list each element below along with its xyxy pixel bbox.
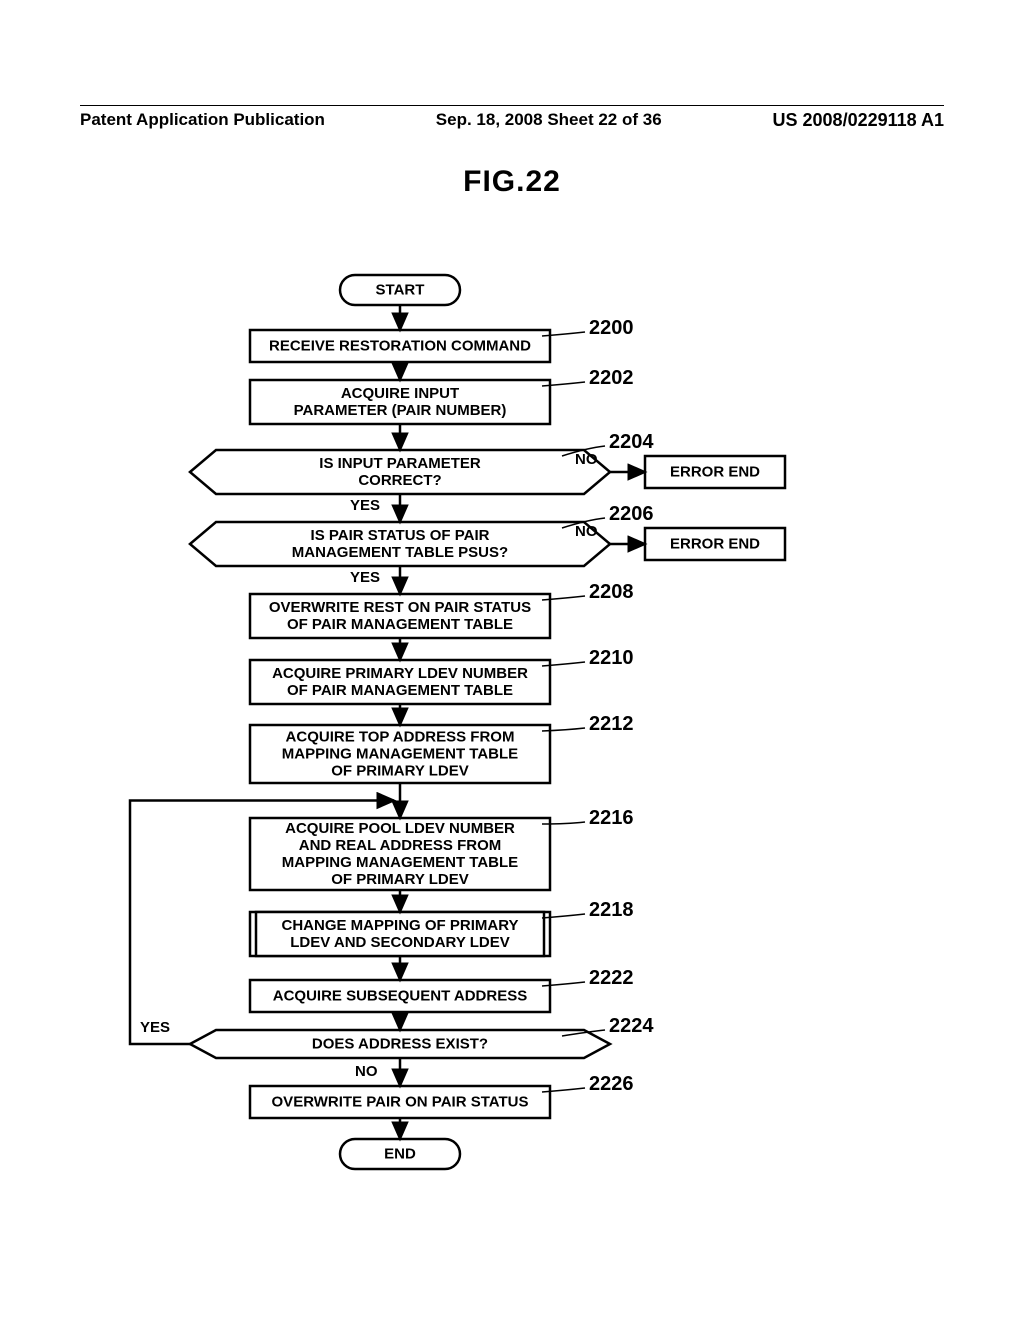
svg-text:OVERWRITE PAIR ON PAIR STATUS: OVERWRITE PAIR ON PAIR STATUS: [272, 1094, 529, 1111]
page-header: Patent Application Publication Sep. 18, …: [0, 105, 1024, 131]
svg-text:2218: 2218: [589, 899, 634, 921]
svg-text:2208: 2208: [589, 581, 634, 603]
svg-text:NO: NO: [575, 523, 598, 540]
svg-text:NO: NO: [575, 451, 598, 468]
svg-text:2224: 2224: [609, 1015, 654, 1037]
svg-text:ACQUIRE TOP ADDRESS FROM: ACQUIRE TOP ADDRESS FROM: [286, 729, 515, 746]
svg-text:YES: YES: [350, 569, 380, 586]
svg-text:2206: 2206: [609, 503, 654, 525]
flowchart-svg: ERROR END ERROR END START RECEIVE RESTORATI…: [0, 200, 1024, 1280]
svg-text:OF PRIMARY LDEV: OF PRIMARY LDEV: [331, 871, 469, 888]
svg-text:2216: 2216: [589, 807, 634, 829]
svg-text:CORRECT?: CORRECT?: [358, 472, 441, 489]
header-right-text: US 2008/0229118 A1: [773, 110, 944, 131]
svg-text:DOES ADDRESS EXIST?: DOES ADDRESS EXIST?: [312, 1036, 488, 1053]
svg-text:LDEV AND SECONDARY LDEV: LDEV AND SECONDARY LDEV: [290, 934, 509, 951]
svg-text:MAPPING MANAGEMENT TABLE: MAPPING MANAGEMENT TABLE: [282, 854, 518, 871]
svg-text:ACQUIRE POOL LDEV NUMBER: ACQUIRE POOL LDEV NUMBER: [285, 820, 515, 837]
svg-text:2226: 2226: [589, 1073, 634, 1095]
svg-text:2222: 2222: [589, 967, 634, 989]
header-middle-text: Sep. 18, 2008 Sheet 22 of 36: [325, 110, 773, 131]
svg-text:OF PAIR MANAGEMENT TABLE: OF PAIR MANAGEMENT TABLE: [287, 682, 513, 699]
svg-text:IS PAIR STATUS OF PAIR: IS PAIR STATUS OF PAIR: [311, 527, 490, 544]
svg-text:AND REAL ADDRESS FROM: AND REAL ADDRESS FROM: [299, 837, 502, 854]
svg-text:OF PRIMARY LDEV: OF PRIMARY LDEV: [331, 763, 469, 780]
figure-title: FIG.22: [0, 165, 1024, 199]
header-left-text: Patent Application Publication: [80, 110, 325, 131]
svg-text:ERROR END: ERROR END: [670, 464, 760, 481]
svg-text:OVERWRITE REST ON PAIR STATUS: OVERWRITE REST ON PAIR STATUS: [269, 599, 531, 616]
svg-text:2200: 2200: [589, 317, 634, 339]
svg-text:ACQUIRE SUBSEQUENT ADDRESS: ACQUIRE SUBSEQUENT ADDRESS: [273, 988, 527, 1005]
svg-text:YES: YES: [350, 497, 380, 514]
svg-text:IS INPUT PARAMETER: IS INPUT PARAMETER: [319, 455, 481, 472]
svg-text:CHANGE MAPPING OF PRIMARY: CHANGE MAPPING OF PRIMARY: [282, 917, 519, 934]
svg-text:END: END: [384, 1146, 416, 1163]
svg-text:ACQUIRE PRIMARY LDEV NUMBER: ACQUIRE PRIMARY LDEV NUMBER: [272, 665, 528, 682]
svg-text:NO: NO: [355, 1063, 378, 1080]
svg-text:MAPPING MANAGEMENT TABLE: MAPPING MANAGEMENT TABLE: [282, 746, 518, 763]
svg-text:ERROR END: ERROR END: [670, 536, 760, 553]
svg-text:2204: 2204: [609, 431, 654, 453]
svg-text:2212: 2212: [589, 713, 634, 735]
svg-text:MANAGEMENT TABLE PSUS?: MANAGEMENT TABLE PSUS?: [292, 544, 508, 561]
svg-text:2210: 2210: [589, 647, 634, 669]
svg-text:RECEIVE RESTORATION COMMAND: RECEIVE RESTORATION COMMAND: [269, 338, 531, 355]
svg-text:YES: YES: [140, 1019, 170, 1036]
svg-text:ACQUIRE INPUT: ACQUIRE INPUT: [341, 385, 459, 402]
svg-text:START: START: [376, 282, 425, 299]
svg-text:PARAMETER (PAIR NUMBER): PARAMETER (PAIR NUMBER): [294, 402, 507, 419]
svg-text:OF PAIR MANAGEMENT TABLE: OF PAIR MANAGEMENT TABLE: [287, 616, 513, 633]
svg-text:2202: 2202: [589, 367, 634, 389]
